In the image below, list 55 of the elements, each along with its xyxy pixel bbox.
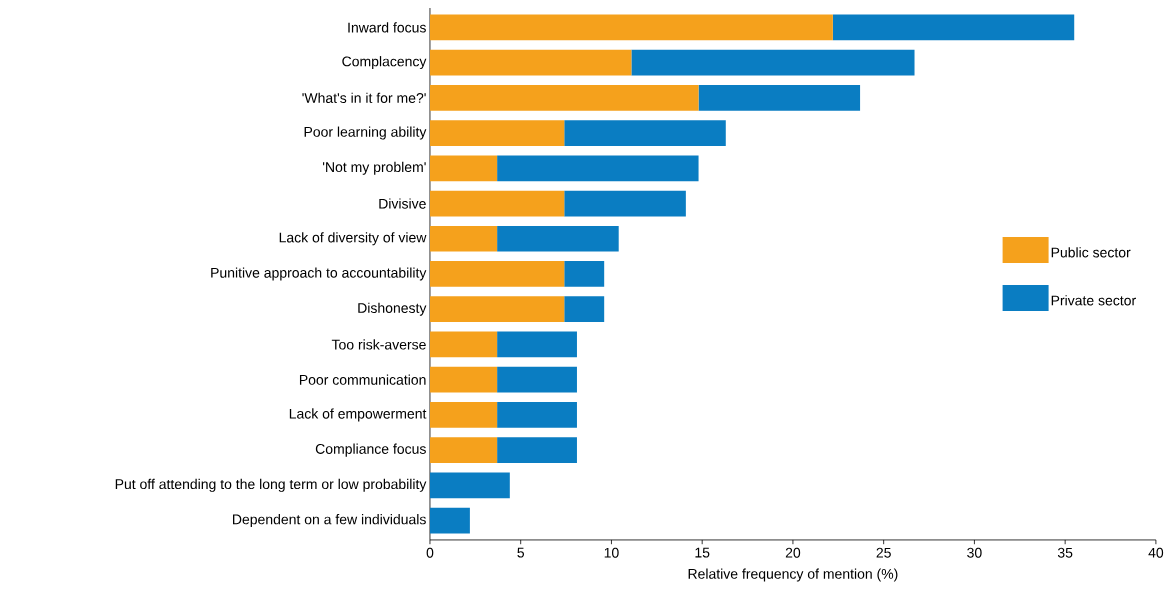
bar	[564, 296, 605, 323]
bar	[429, 331, 498, 358]
y-tick-label: Punitive approach to accountability	[211, 267, 427, 281]
bar	[497, 155, 699, 182]
legend-label: Private sector	[1051, 295, 1136, 306]
x-tick-label: 20	[785, 547, 801, 558]
y-tick-label: Too risk-averse	[331, 339, 426, 350]
y-tick-label: Complacency	[342, 56, 427, 70]
y-tick-label: 'What's in it for me?'	[302, 92, 426, 104]
y-tick-label: Divisive	[379, 198, 426, 209]
y-tick-label: Poor communication	[299, 374, 426, 385]
x-axis-title: Relative frequency of mention (%)	[688, 568, 898, 582]
y-tick-label: Inward focus	[348, 22, 426, 33]
bar	[497, 402, 577, 428]
y-tick-label: 'Not my problem'	[322, 161, 426, 175]
bar	[564, 190, 686, 217]
y-tick-label: Dependent on a few individuals	[233, 514, 426, 528]
y-tick-label: Put off attending to the long term or low probability	[115, 478, 427, 492]
bar	[429, 366, 498, 393]
bar	[429, 155, 498, 182]
bar	[497, 331, 577, 358]
bar	[698, 85, 861, 111]
y-tick-label: Poor learning ability	[304, 126, 427, 140]
bar	[564, 120, 726, 146]
bar	[429, 225, 498, 252]
x-tick-label: 10	[604, 547, 619, 558]
x-tick-label: 5	[517, 547, 525, 558]
x-tick-label: 0	[426, 547, 434, 558]
bar	[429, 190, 565, 217]
bar	[497, 437, 577, 464]
bar	[429, 14, 833, 41]
x-tick-label: 15	[695, 547, 710, 558]
x-tick-label: 25	[876, 547, 891, 558]
bar	[429, 49, 632, 76]
y-tick-label: Compliance focus	[315, 443, 426, 457]
bar	[429, 472, 510, 499]
bar	[429, 437, 498, 464]
bar	[429, 261, 565, 287]
legend-label: Public sector	[1051, 247, 1131, 258]
bar	[832, 14, 1075, 41]
x-tick-label: 30	[967, 547, 982, 558]
x-tick-label: 40	[1148, 547, 1164, 558]
y-tick-label: Lack of empowerment	[289, 408, 427, 422]
y-tick-label: Lack of diversity of view	[279, 232, 427, 246]
bar	[564, 261, 605, 287]
x-tick-label: 35	[1057, 547, 1073, 558]
y-tick-label: Dishonesty	[358, 302, 427, 316]
bar	[429, 296, 565, 323]
bar	[497, 225, 619, 252]
bar	[429, 402, 498, 428]
bar	[631, 49, 915, 76]
bar	[497, 366, 577, 393]
bar	[429, 85, 699, 111]
bar	[429, 507, 470, 534]
bar	[429, 120, 565, 146]
